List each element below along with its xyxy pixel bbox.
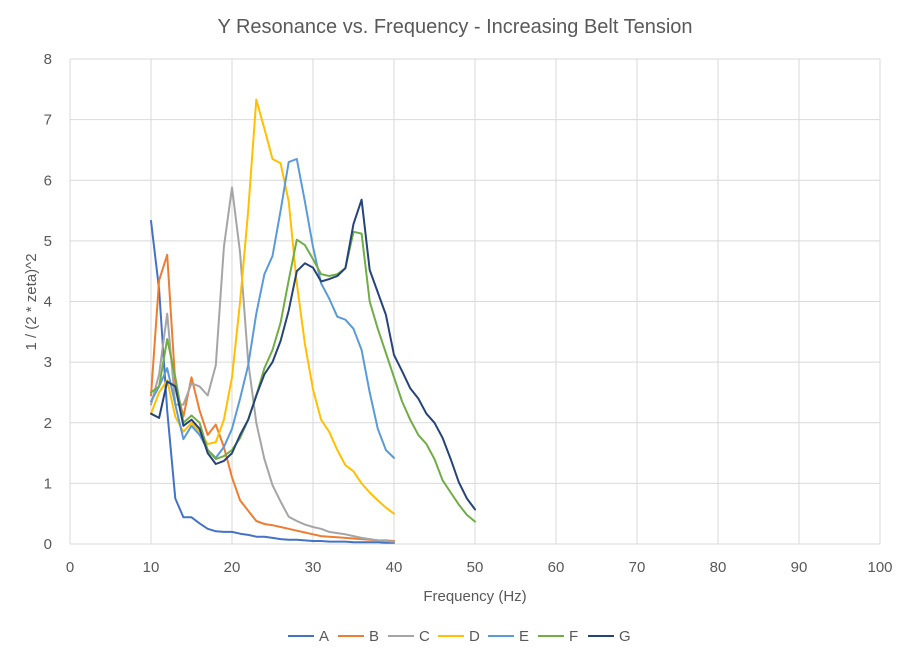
x-tick-label: 100 [867,559,892,576]
x-axis-title: Frequency (Hz) [423,588,526,605]
x-tick-label: 40 [386,559,403,576]
legend-label-c: C [419,628,430,645]
x-tick-labels: 0 10 20 30 40 50 60 70 80 90 100 [66,559,893,576]
x-tick-label: 50 [467,559,484,576]
x-tick-label: 0 [66,559,74,576]
y-tick-label: 5 [44,233,52,250]
x-tick-label: 20 [224,559,241,576]
series-line-d [150,98,395,515]
y-tick-label: 2 [44,415,52,432]
chart-title: Y Resonance vs. Frequency - Increasing B… [217,16,692,38]
x-tick-label: 80 [710,559,727,576]
legend: A B C D E F G [288,628,631,645]
gridlines [69,58,881,545]
legend-label-b: B [369,628,379,645]
y-tick-label: 4 [44,294,52,311]
y-tick-label: 0 [44,536,52,553]
series-line-a [150,219,395,544]
series-line-g [150,198,476,511]
series-line-b [150,253,395,542]
legend-label-f: F [569,628,578,645]
legend-label-g: G [619,628,631,645]
legend-label-d: D [469,628,480,645]
legend-label-a: A [319,628,329,645]
y-axis-title: 1 / (2 * zeta)^2 [23,253,40,350]
y-tick-labels: 0 1 2 3 4 5 6 7 8 [44,51,52,553]
y-tick-label: 7 [44,112,52,129]
series-line-e [150,158,395,459]
x-tick-label: 70 [629,559,646,576]
x-tick-label: 90 [791,559,808,576]
series-line-c [150,186,395,543]
x-tick-label: 60 [548,559,565,576]
series-layer [150,98,476,544]
series-line-f [150,230,476,523]
y-tick-label: 6 [44,172,52,189]
x-tick-label: 30 [305,559,322,576]
y-tick-label: 1 [44,475,52,492]
x-tick-label: 10 [143,559,160,576]
y-tick-label: 3 [44,354,52,371]
legend-label-e: E [519,628,529,645]
y-tick-label: 8 [44,51,52,68]
